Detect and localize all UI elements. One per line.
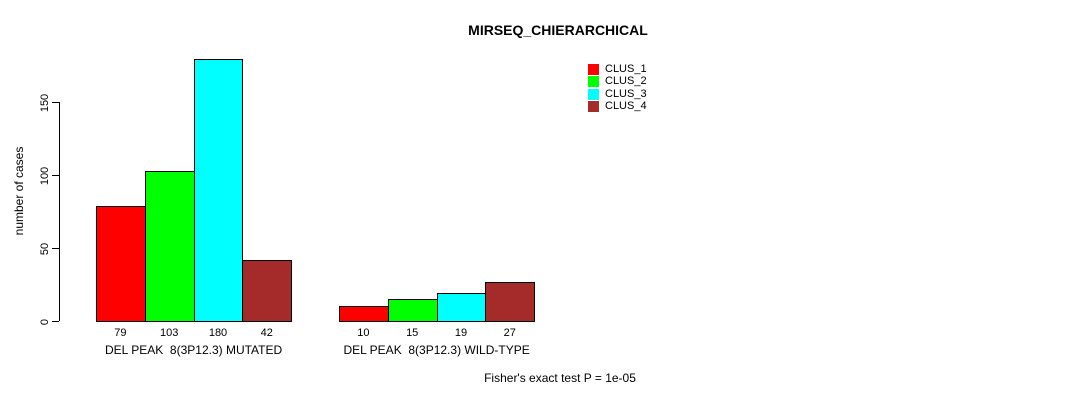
y-tick [52, 248, 59, 250]
annotation-text: Fisher's exact test P = 1e-05 [484, 371, 636, 385]
y-tick-label: 0 [39, 318, 51, 325]
bar-value-label: 103 [160, 327, 179, 339]
group-label: DEL PEAK 8(3P12.3) MUTATED [105, 343, 283, 357]
group-label: DEL PEAK 8(3P12.3) WILD-TYPE [343, 343, 530, 357]
y-axis-label: number of cases [12, 146, 26, 236]
y-tick [52, 321, 59, 322]
bar-value-label: 27 [503, 327, 516, 339]
y-axis-line [59, 102, 60, 322]
bar [339, 306, 389, 322]
legend-label: CLUS_1 [605, 62, 647, 75]
legend-item: CLUS_3 [588, 88, 647, 101]
chart-title: MIRSEQ_CHIERARCHICAL [468, 22, 648, 38]
legend-label: CLUS_4 [605, 100, 647, 113]
bar-value-label: 15 [406, 327, 419, 339]
bar [436, 293, 487, 322]
y-tick [52, 102, 59, 104]
legend-item: CLUS_1 [588, 63, 647, 76]
legend-item: CLUS_4 [588, 101, 647, 114]
bar [485, 282, 536, 322]
legend-item: CLUS_2 [588, 76, 647, 89]
bar-value-label: 79 [114, 327, 127, 339]
bar-value-label: 19 [454, 327, 468, 339]
y-tick-label: 50 [39, 242, 51, 255]
legend-label: CLUS_2 [605, 75, 647, 88]
bar [387, 299, 438, 322]
bar-value-label: 180 [208, 327, 228, 339]
bar-value-label: 42 [260, 327, 273, 339]
bar [193, 59, 244, 322]
legend: CLUS_1 CLUS_2 CLUS_3 CLUS_4 [588, 63, 647, 113]
bar [144, 171, 195, 322]
y-tick-label: 150 [39, 93, 51, 113]
legend-swatch [588, 101, 599, 113]
y-tick [52, 175, 59, 177]
bar-value-label: 10 [357, 327, 370, 339]
bar [242, 260, 293, 322]
bar [96, 206, 146, 322]
legend-swatch [588, 88, 599, 100]
legend-label: CLUS_3 [605, 87, 647, 100]
legend-swatch [588, 63, 599, 75]
legend-swatch [588, 76, 599, 88]
y-tick-label: 100 [39, 166, 51, 186]
